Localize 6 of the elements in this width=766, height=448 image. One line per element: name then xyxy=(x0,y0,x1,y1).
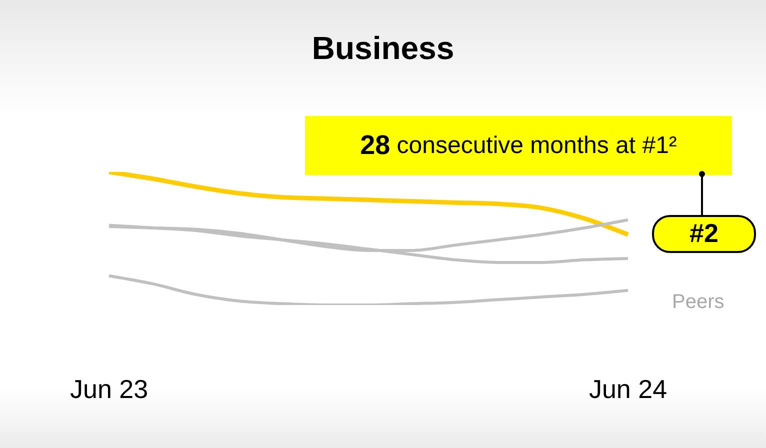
text: Peers xyxy=(672,291,724,314)
x-tick-label: Jun 24 xyxy=(588,374,668,404)
callout-box: 28 consecutive months at #1² xyxy=(305,116,732,175)
annotation: #2 xyxy=(652,214,756,252)
x-tick-label: Jun 23 xyxy=(70,374,148,404)
chart-title: Business xyxy=(310,30,456,67)
